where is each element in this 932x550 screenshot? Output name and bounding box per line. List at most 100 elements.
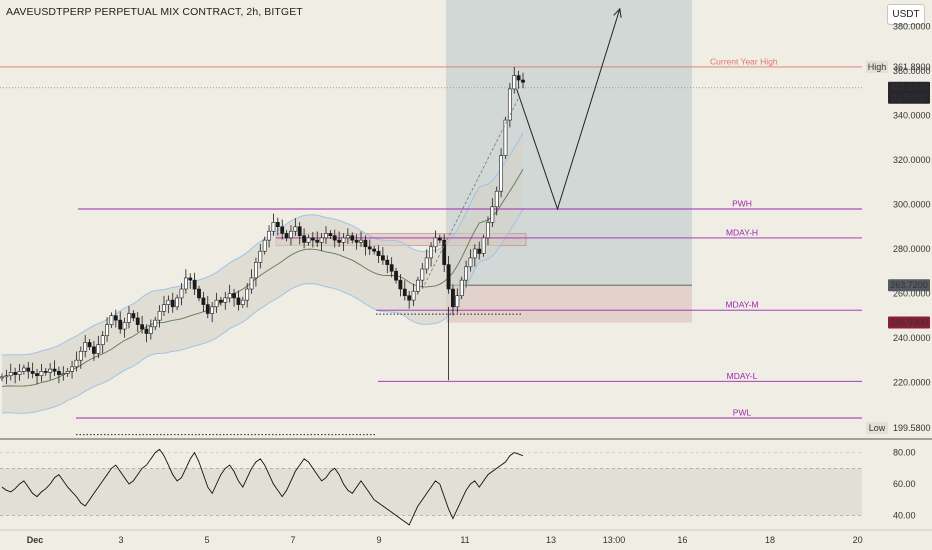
candle-body [100,335,105,345]
candle-body [420,268,425,281]
candle-body [148,326,153,334]
candle-body [416,279,420,292]
candle-body [205,304,210,314]
candle-body [21,367,26,372]
candle-body [275,222,280,228]
currency-button[interactable]: USDT [887,4,925,25]
candle-body [258,250,263,263]
candle-body [57,370,61,375]
candle-body [26,367,31,372]
x-tick-label: 11 [460,535,469,545]
candle-body [135,317,140,325]
band-fill [2,132,523,414]
candle-body [170,299,175,308]
candle-body [289,230,293,239]
candle-body [394,270,398,281]
candle-body [472,248,477,259]
candle-body [83,342,88,352]
candle-body [459,279,464,297]
candle-body [267,230,271,241]
candle-body [210,306,215,314]
high-label-bg [866,60,888,73]
candle-body [446,264,451,290]
level-label-pwl: PWL [733,407,752,417]
band-middle [1,168,524,387]
candle-body [144,328,149,334]
candle-body [52,368,57,372]
trend-line [421,97,519,290]
candle-body [249,277,254,290]
candle-body [499,155,504,192]
candle-body [284,233,289,239]
y-tick-label: 280.0000 [893,244,931,254]
candle-body [297,226,302,236]
rsi-tick-label: 80.00 [893,448,916,458]
level-label-mday-h: MDAY-H [726,227,758,237]
candle-body [521,79,525,83]
candle-body [354,239,359,243]
candle-body [109,315,114,325]
candle-body [490,206,495,223]
candle-body [411,290,416,301]
level-label-mday-m: MDAY-M [725,300,758,310]
candle-body [118,319,123,330]
candle-body [201,297,206,305]
entry-price-value: 263.7200 [890,280,928,290]
candle-body [280,226,285,234]
candle-body [140,324,145,330]
candle-body [451,288,455,308]
rsi-tick-label: 40.00 [893,510,916,520]
candle-body [345,235,350,239]
projection-arrowhead [613,7,622,18]
candle-body [337,239,342,243]
candle-body [380,255,385,261]
rsi-line [1,448,524,526]
candle-body [232,293,236,299]
candle-body [477,248,482,254]
candle-body [122,322,127,330]
candle-body [293,226,298,232]
stop-price-value: 246.9300 [890,318,928,328]
candle-body [507,88,512,121]
level-label-pwh: PWH [732,198,752,208]
high-value: 361.8900 [893,62,931,72]
y-tick-label: 300.0000 [893,200,931,210]
stop-tag-bg [888,316,930,329]
candle-body [131,313,136,319]
candle-body [407,295,412,301]
rsi-tick-label: 60.00 [893,479,916,489]
candle-body [35,373,39,377]
candle-body [92,346,96,354]
candle-body [437,237,442,241]
candle-body [166,299,171,305]
candle-body [78,350,83,361]
candle-body [227,293,232,299]
candle-body [48,368,53,373]
candle-body [43,370,48,373]
x-tick-label: 13:00 [603,535,626,545]
candle-body [341,237,346,243]
candle-body [223,297,228,303]
current-price-value: 352.5400 [890,83,928,93]
candle-body [367,246,372,250]
candle-body [105,324,109,337]
y-tick-label: 380.0000 [893,22,931,32]
chart-title: AAVEUSDTPERP PERPETUAL MIX CONTRACT, 2h,… [6,6,303,18]
candle-body [516,75,521,81]
candle-body [127,313,131,323]
candle-body [236,297,241,305]
candle-body [486,222,490,239]
price-tag-bg [888,81,930,104]
candle-body [481,237,486,254]
candle-body [214,299,219,308]
x-tick-label: 20 [853,535,863,545]
candle-body [197,288,201,299]
candle-body [494,190,499,208]
candle-body [350,235,355,241]
candle-body [113,315,118,321]
candle-body [219,299,223,303]
x-tick-label: 9 [376,535,381,545]
candle-body [96,344,101,354]
candle-body [153,319,158,328]
